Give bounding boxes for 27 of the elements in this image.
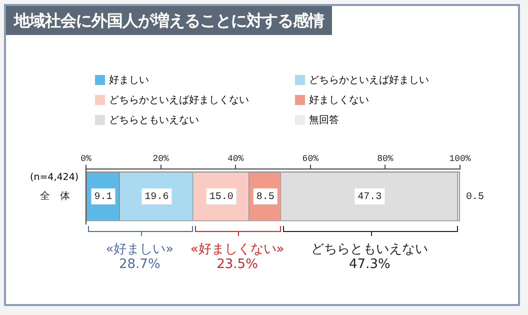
x-tick-label: 0% — [80, 154, 92, 164]
legend-label: どちらかといえば好ましくない — [109, 94, 249, 107]
data-label: 9.1 — [94, 192, 112, 204]
x-tick-label: 80% — [377, 154, 394, 164]
text: 23.5% — [216, 257, 259, 272]
text: «好ましくない» — [190, 242, 284, 257]
text: どちらともいえない — [311, 242, 428, 257]
legend-label: 好ましくない — [309, 94, 369, 107]
x-tick-label: 60% — [302, 154, 320, 164]
y-tick-label: 全 体 — [40, 190, 70, 202]
data-label: 19.6 — [144, 192, 169, 204]
text: 47.3% — [348, 257, 392, 272]
x-tick-label: 40% — [228, 154, 244, 164]
data-label: 8.5 — [256, 192, 274, 204]
legend-label: どちらかといえば好ましい — [309, 74, 429, 87]
text: «好ましい» — [106, 242, 174, 257]
legend-label: 無回答 — [309, 114, 339, 127]
legend-label: どちらともいえない — [109, 114, 199, 127]
text: 28.7% — [118, 257, 162, 272]
text: (n=4,424) — [30, 172, 79, 183]
chart-title: 地域社会に外国人が増えることに対する感情 — [6, 6, 332, 35]
data-label: 15.0 — [209, 192, 234, 204]
x-tick-label: 100% — [449, 154, 472, 164]
legend-label: 好ましい — [109, 74, 149, 87]
data-label: 0.5 — [466, 192, 484, 204]
data-label: 47.3 — [358, 192, 382, 204]
x-tick-label: 20% — [152, 154, 170, 164]
